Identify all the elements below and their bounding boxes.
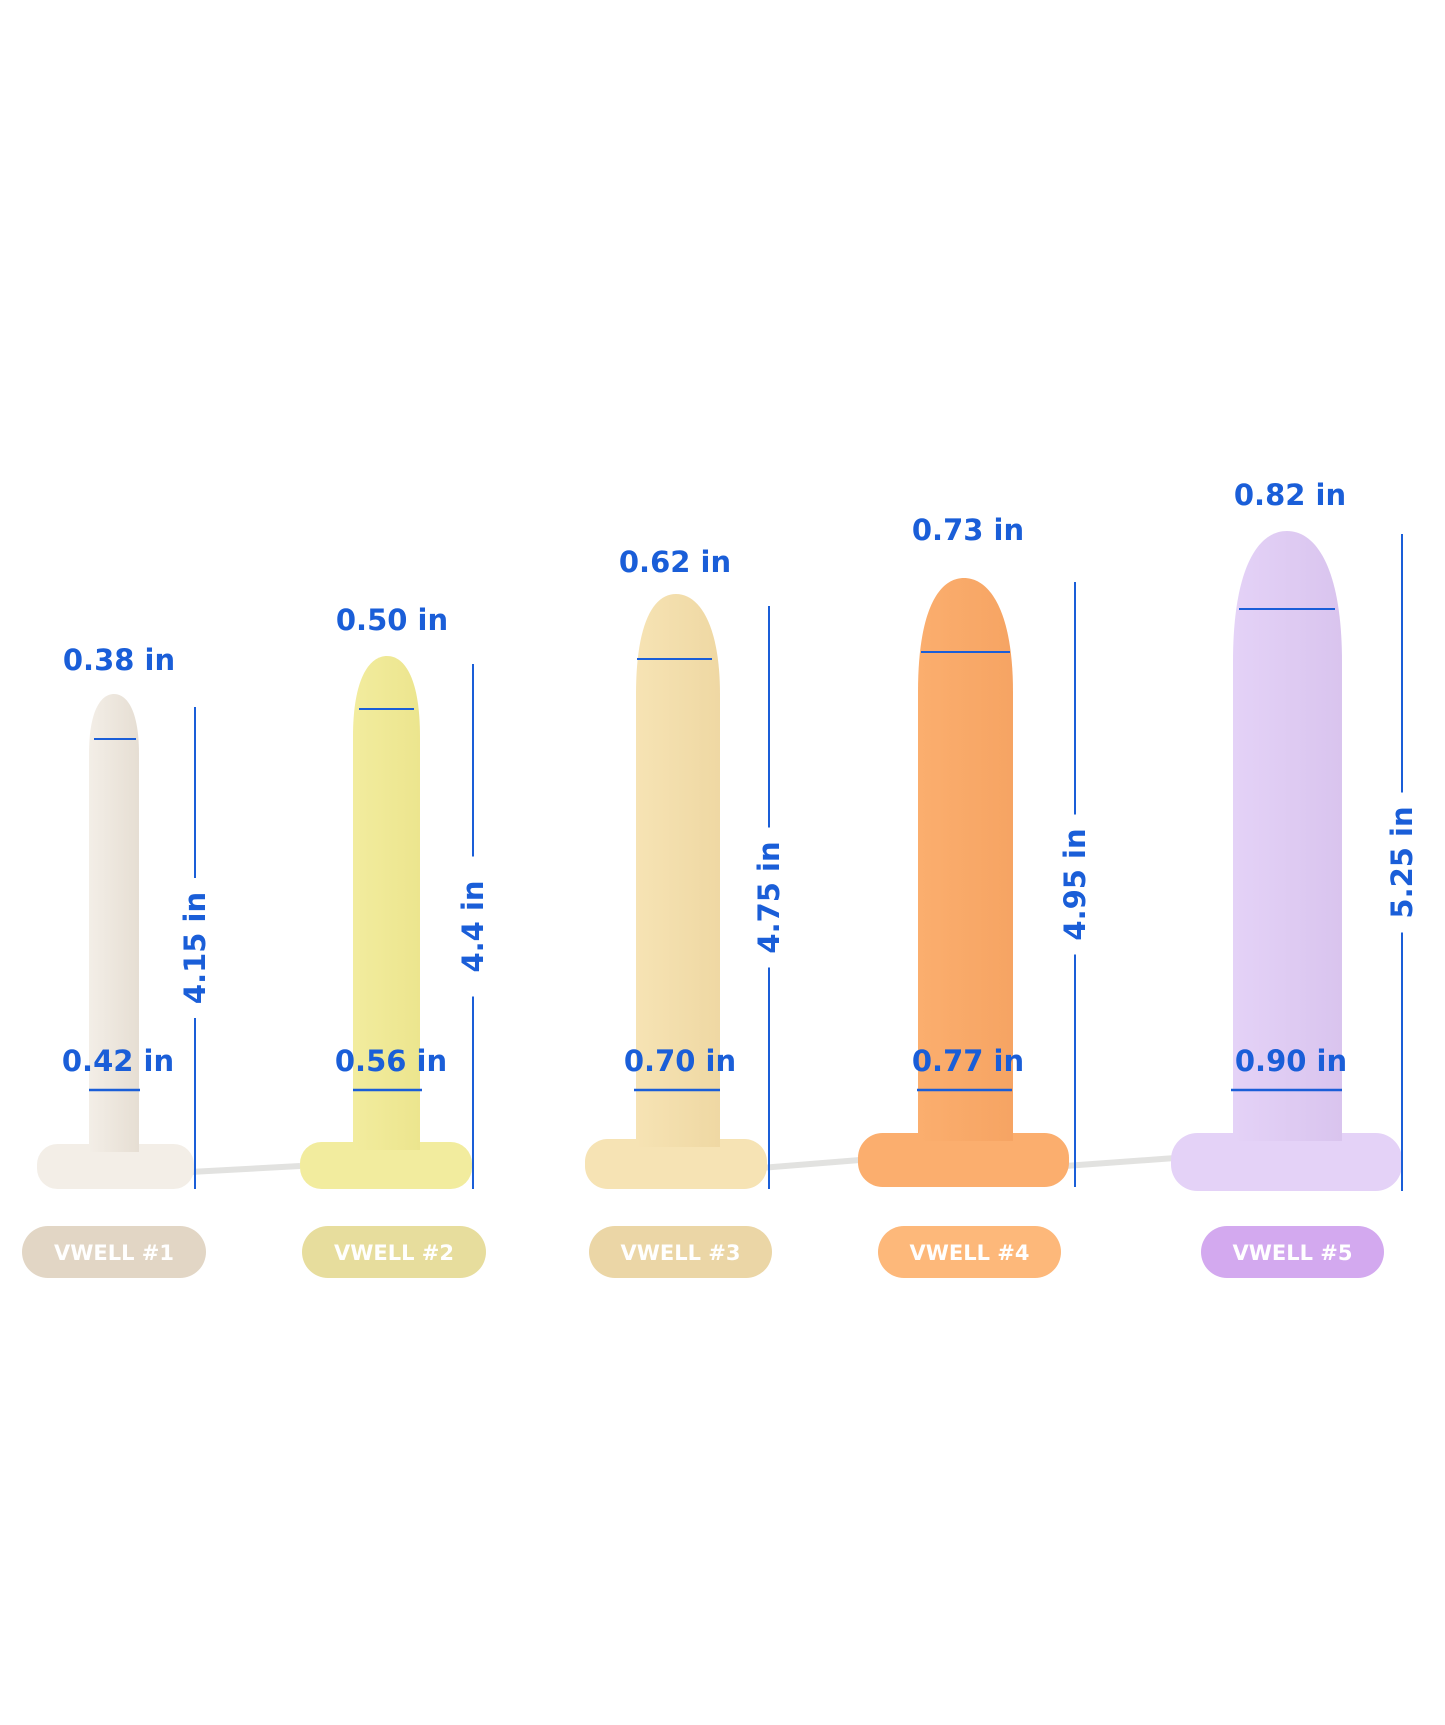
length-label: 4.4 in	[456, 880, 490, 972]
dilator-base	[1171, 1133, 1402, 1191]
badge-label: VWELL #1	[54, 1241, 174, 1265]
badge-label: VWELL #2	[334, 1241, 454, 1265]
size-badge-3: VWELL #3	[589, 1226, 772, 1278]
dilator-base	[858, 1133, 1069, 1187]
tip-diameter-label: 0.50 in	[336, 603, 448, 637]
dilator-4: 0.73 in 0.77 in 4.95 in VWELL #4	[858, 513, 1092, 1278]
size-badge-1: VWELL #1	[22, 1226, 206, 1278]
length-label: 4.95 in	[1058, 828, 1092, 940]
base-diameter-label: 0.77 in	[912, 1044, 1024, 1078]
size-badge-2: VWELL #2	[302, 1226, 486, 1278]
tip-diameter-label: 0.73 in	[912, 513, 1024, 547]
dilator-base	[37, 1144, 194, 1189]
dilator-shaft	[1233, 531, 1342, 1141]
length-label: 4.75 in	[752, 841, 786, 953]
dilator-2: 0.50 in 0.56 in 4.4 in VWELL #2	[300, 603, 490, 1278]
base-diameter-label: 0.90 in	[1235, 1044, 1347, 1078]
tip-diameter-label: 0.82 in	[1234, 478, 1346, 512]
badge-label: VWELL #3	[620, 1241, 740, 1265]
badge-background	[589, 1226, 772, 1278]
base-diameter-label: 0.42 in	[62, 1044, 174, 1078]
badge-background	[878, 1226, 1061, 1278]
dilator-base	[300, 1142, 472, 1189]
length-label: 4.15 in	[178, 892, 212, 1004]
base-diameter-label: 0.56 in	[335, 1044, 447, 1078]
badge-background	[22, 1226, 206, 1278]
badge-background	[1201, 1226, 1384, 1278]
size-badge-5: VWELL #5	[1201, 1226, 1384, 1278]
base-diameter-label: 0.70 in	[624, 1044, 736, 1078]
badge-background	[302, 1226, 486, 1278]
shelf-shadow	[189, 1155, 1176, 1175]
size-badge-4: VWELL #4	[878, 1226, 1061, 1278]
dilator-shaft	[636, 594, 720, 1147]
dilator-1: 0.38 in 0.42 in 4.15 in VWELL #1	[22, 643, 212, 1278]
tip-diameter-label: 0.38 in	[63, 643, 175, 677]
length-label: 5.25 in	[1385, 806, 1419, 918]
dilator-base	[585, 1139, 767, 1189]
tip-diameter-label: 0.62 in	[619, 545, 731, 579]
badge-label: VWELL #5	[1232, 1241, 1352, 1265]
dilator-shaft	[89, 694, 139, 1152]
dilator-3: 0.62 in 0.70 in 4.75 in VWELL #3	[585, 545, 786, 1278]
dilator-shaft	[353, 656, 420, 1150]
badge-label: VWELL #4	[909, 1241, 1029, 1265]
dilator-shaft	[918, 578, 1013, 1141]
dilator-5: 0.82 in 0.90 in 5.25 in VWELL #5	[1171, 478, 1419, 1278]
